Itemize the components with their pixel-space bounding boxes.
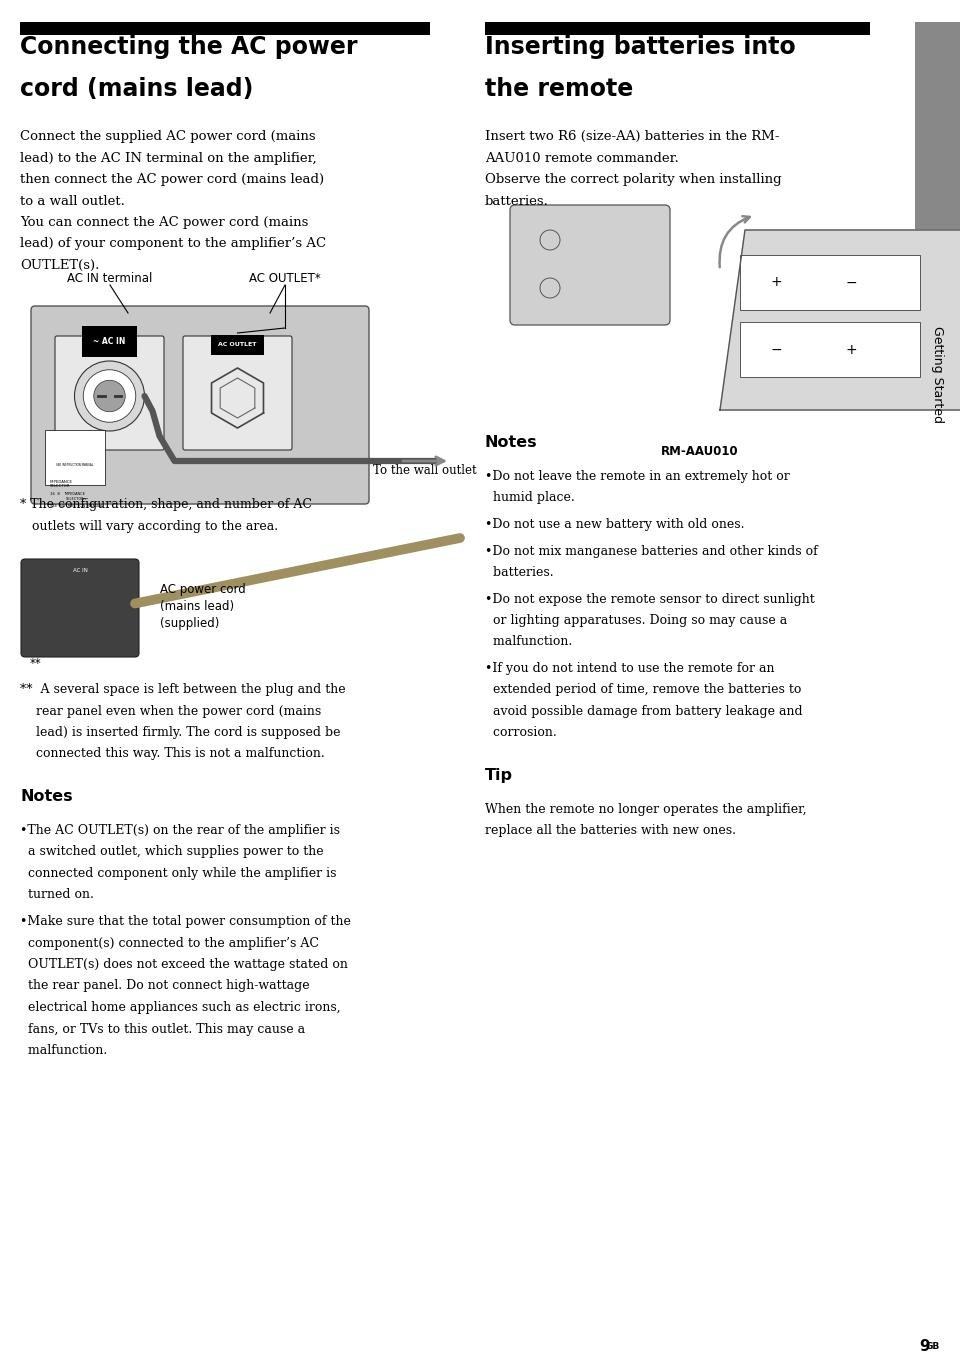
Text: then connect the AC power cord (mains lead): then connect the AC power cord (mains le…	[20, 173, 324, 186]
Text: to a wall outlet.: to a wall outlet.	[20, 195, 125, 207]
Text: •Do not expose the remote sensor to direct sunlight: •Do not expose the remote sensor to dire…	[485, 592, 815, 606]
Text: turned on.: turned on.	[20, 888, 94, 902]
Text: rear panel even when the power cord (mains: rear panel even when the power cord (mai…	[20, 704, 322, 717]
Text: a switched outlet, which supplies power to the: a switched outlet, which supplies power …	[20, 846, 324, 858]
Text: −: −	[846, 276, 857, 289]
Text: 9: 9	[920, 1339, 930, 1354]
Text: •Make sure that the total power consumption of the: •Make sure that the total power consumpt…	[20, 915, 350, 928]
Text: the remote: the remote	[485, 76, 634, 101]
Text: the rear panel. Do not connect high-wattage: the rear panel. Do not connect high-watt…	[20, 979, 310, 993]
Text: Notes: Notes	[485, 435, 538, 450]
Text: Observe the correct polarity when installing: Observe the correct polarity when instal…	[485, 173, 781, 186]
Bar	[20, 22, 430, 35]
Text: lead) is inserted firmly. The cord is supposed be: lead) is inserted firmly. The cord is su…	[20, 726, 341, 739]
Text: AC power cord
(mains lead)
(supplied): AC power cord (mains lead) (supplied)	[160, 582, 246, 630]
Text: RM-AAU010: RM-AAU010	[661, 445, 739, 458]
Text: Insert two R6 (size-AA) batteries in the RM-: Insert two R6 (size-AA) batteries in the…	[485, 130, 780, 143]
Text: •The AC OUTLET(s) on the rear of the amplifier is: •The AC OUTLET(s) on the rear of the amp…	[20, 824, 340, 837]
Text: •If you do not intend to use the remote for an: •If you do not intend to use the remote …	[485, 662, 775, 675]
Text: connected this way. This is not a malfunction.: connected this way. This is not a malfun…	[20, 747, 324, 761]
FancyBboxPatch shape	[183, 336, 292, 450]
Text: Connecting the AC power: Connecting the AC power	[20, 35, 357, 59]
Text: Inserting batteries into: Inserting batteries into	[485, 35, 796, 59]
Text: component(s) connected to the amplifier’s AC: component(s) connected to the amplifier’…	[20, 937, 319, 949]
Text: •Do not leave the remote in an extremely hot or: •Do not leave the remote in an extremely…	[485, 471, 790, 483]
Text: batteries.: batteries.	[485, 195, 549, 207]
Text: cord (mains lead): cord (mains lead)	[20, 76, 253, 101]
Text: outlets will vary according to the area.: outlets will vary according to the area.	[20, 520, 278, 532]
Text: AAU010 remote commander.: AAU010 remote commander.	[485, 151, 679, 165]
Text: AC IN terminal: AC IN terminal	[67, 271, 153, 285]
Bar	[485, 22, 870, 35]
Text: Notes: Notes	[20, 788, 73, 803]
Text: −: −	[770, 342, 781, 356]
Text: To the wall outlet: To the wall outlet	[373, 464, 476, 477]
Text: or lighting apparatuses. Doing so may cause a: or lighting apparatuses. Doing so may ca…	[485, 614, 787, 627]
Bar	[45, 430, 105, 486]
Bar	[740, 322, 920, 376]
Bar	[915, 22, 960, 232]
Text: SEE INSTRUCTION MANUAL: SEE INSTRUCTION MANUAL	[57, 462, 94, 466]
Text: extended period of time, remove the batteries to: extended period of time, remove the batt…	[485, 683, 802, 697]
FancyBboxPatch shape	[21, 559, 139, 657]
Text: •Do not use a new battery with old ones.: •Do not use a new battery with old ones.	[485, 518, 745, 531]
Text: GB: GB	[925, 1342, 940, 1350]
Text: batteries.: batteries.	[485, 566, 554, 578]
Text: When the remote no longer operates the amplifier,: When the remote no longer operates the a…	[485, 803, 806, 816]
Text: malfunction.: malfunction.	[20, 1043, 108, 1057]
Text: electrical home appliances such as electric irons,: electrical home appliances such as elect…	[20, 1001, 341, 1013]
Text: lead) of your component to the amplifier’s AC: lead) of your component to the amplifier…	[20, 237, 326, 251]
Text: malfunction.: malfunction.	[485, 636, 572, 648]
Text: Tip: Tip	[485, 768, 513, 783]
Text: corrosion.: corrosion.	[485, 727, 557, 739]
Polygon shape	[720, 231, 960, 411]
Text: avoid possible damage from battery leakage and: avoid possible damage from battery leaka…	[485, 705, 803, 717]
FancyBboxPatch shape	[31, 306, 369, 505]
Circle shape	[75, 361, 145, 431]
Text: humid place.: humid place.	[485, 491, 575, 505]
Text: Getting Started: Getting Started	[931, 326, 944, 423]
FancyBboxPatch shape	[55, 336, 164, 450]
Text: connected component only while the amplifier is: connected component only while the ampli…	[20, 868, 337, 880]
Text: * The configuration, shape, and number of AC: * The configuration, shape, and number o…	[20, 498, 312, 512]
Text: **  A several space is left between the plug and the: ** A several space is left between the p…	[20, 683, 346, 696]
Text: **: **	[30, 657, 41, 670]
Bar	[740, 255, 920, 310]
Text: fans, or TVs to this outlet. This may cause a: fans, or TVs to this outlet. This may ca…	[20, 1023, 305, 1035]
Text: Connect the supplied AC power cord (mains: Connect the supplied AC power cord (main…	[20, 130, 316, 143]
Text: lead) to the AC IN terminal on the amplifier,: lead) to the AC IN terminal on the ampli…	[20, 151, 317, 165]
FancyBboxPatch shape	[510, 205, 670, 325]
Text: You can connect the AC power cord (mains: You can connect the AC power cord (mains	[20, 216, 308, 229]
Text: IMPEDANCE
SELECTOR

16  8


SEE INSTRUCTION MANUAL: IMPEDANCE SELECTOR 16 8 SEE INSTRUCTION …	[50, 480, 103, 507]
Text: +: +	[846, 342, 857, 356]
Circle shape	[84, 370, 135, 423]
Text: •Do not mix manganese batteries and other kinds of: •Do not mix manganese batteries and othe…	[485, 544, 818, 558]
Text: AC IN: AC IN	[73, 567, 87, 573]
Text: ~ AC IN: ~ AC IN	[93, 337, 126, 346]
Text: OUTLET(s) does not exceed the wattage stated on: OUTLET(s) does not exceed the wattage st…	[20, 958, 348, 971]
Circle shape	[94, 381, 125, 412]
Text: replace all the batteries with new ones.: replace all the batteries with new ones.	[485, 824, 736, 837]
Text: OUTLET(s).: OUTLET(s).	[20, 259, 100, 271]
Text: AC OUTLET*: AC OUTLET*	[250, 271, 321, 285]
Text: +: +	[770, 276, 781, 289]
Text: AC OUTLET: AC OUTLET	[218, 342, 256, 346]
Text: IMPEDANCE
SELECTOR: IMPEDANCE SELECTOR	[64, 492, 85, 501]
